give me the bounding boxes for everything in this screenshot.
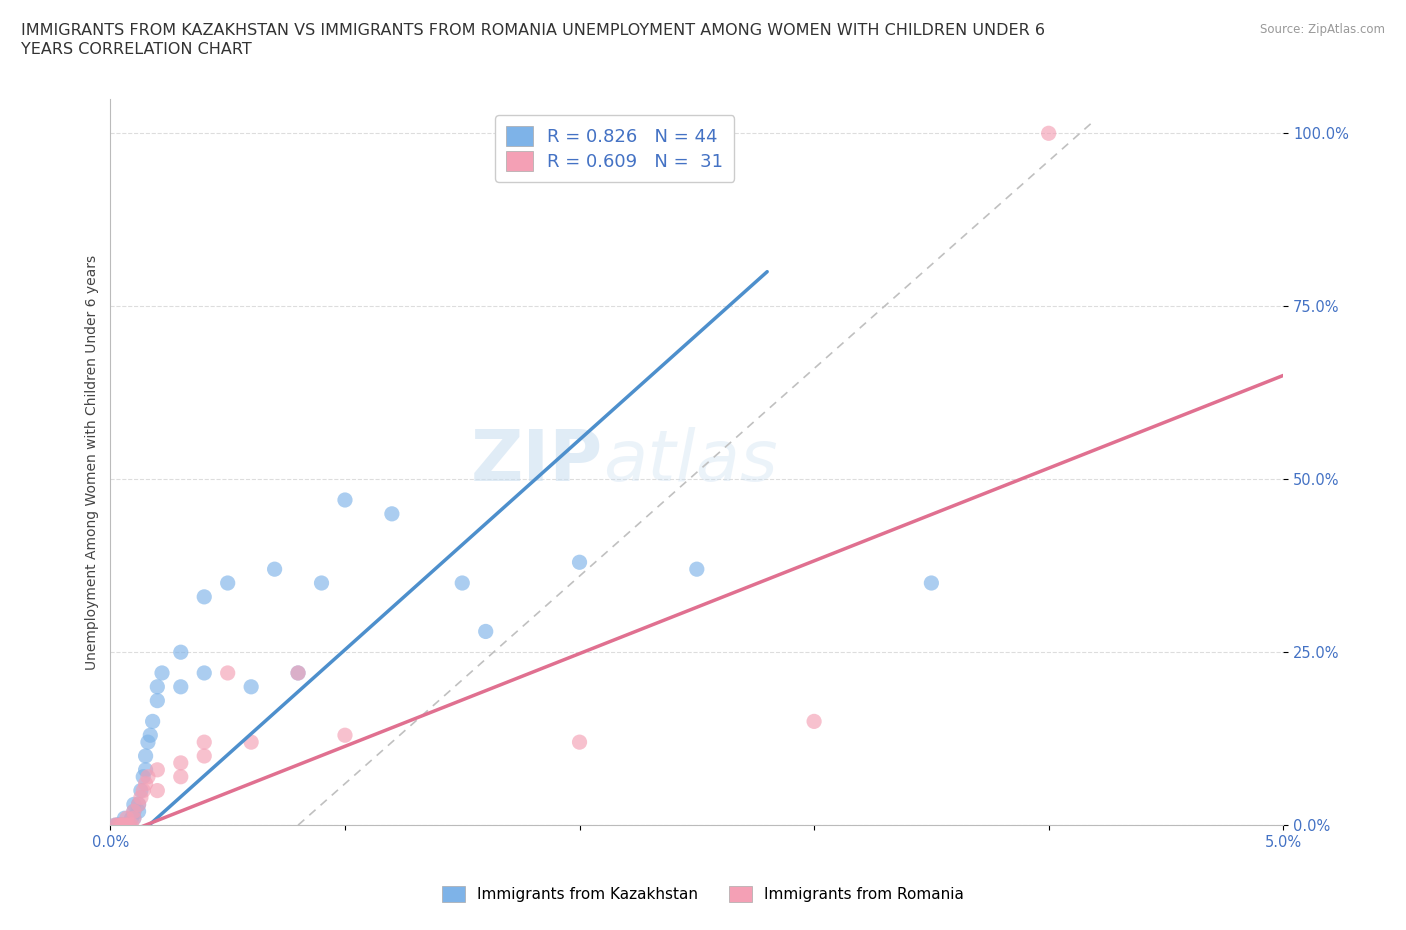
Point [115, 817, 138, 832]
Point [111, 817, 134, 832]
Text: atlas: atlas [603, 428, 778, 497]
Point [136, 769, 159, 784]
Point [132, 769, 155, 784]
Point [217, 576, 239, 591]
Point [170, 769, 193, 784]
Point [118, 817, 141, 832]
Point [920, 576, 942, 591]
Point [139, 728, 162, 743]
Point [263, 562, 285, 577]
Text: IMMIGRANTS FROM KAZAKHSTAN VS IMMIGRANTS FROM ROMANIA UNEMPLOYMENT AMONG WOMEN W: IMMIGRANTS FROM KAZAKHSTAN VS IMMIGRANTS… [21, 23, 1045, 38]
Point [311, 576, 333, 591]
Point [107, 817, 129, 832]
Point [240, 735, 263, 750]
Point [287, 666, 309, 681]
Point [108, 817, 131, 832]
Point [150, 666, 173, 681]
Point [114, 811, 136, 826]
Point [122, 804, 145, 818]
Point [115, 817, 138, 832]
Point [129, 790, 152, 805]
Point [170, 755, 193, 770]
Point [135, 749, 157, 764]
Point [128, 797, 150, 812]
Point [146, 763, 169, 777]
Point [128, 797, 150, 812]
Point [568, 555, 591, 570]
Point [122, 804, 145, 818]
Point [111, 817, 134, 832]
Point [108, 817, 131, 832]
Point [686, 562, 709, 577]
Point [136, 735, 159, 750]
Point [1038, 126, 1060, 140]
Point [568, 735, 591, 750]
Point [114, 817, 136, 832]
Point [111, 817, 134, 832]
Point [146, 679, 169, 694]
Legend: Immigrants from Kazakhstan, Immigrants from Romania: Immigrants from Kazakhstan, Immigrants f… [436, 880, 970, 909]
Point [193, 735, 215, 750]
Point [193, 666, 215, 681]
Point [104, 817, 127, 832]
Text: YEARS CORRELATION CHART: YEARS CORRELATION CHART [21, 42, 252, 57]
Point [333, 728, 356, 743]
Point [474, 624, 496, 639]
Text: Source: ZipAtlas.com: Source: ZipAtlas.com [1260, 23, 1385, 36]
Legend: R = 0.826   N = 44, R = 0.609   N =  31: R = 0.826 N = 44, R = 0.609 N = 31 [495, 115, 734, 182]
Point [193, 590, 215, 604]
Point [240, 679, 263, 694]
Point [142, 714, 165, 729]
Point [381, 507, 404, 522]
Point [135, 763, 157, 777]
Point [217, 666, 239, 681]
Point [333, 493, 356, 508]
Point [115, 811, 138, 826]
Point [111, 817, 134, 832]
Point [121, 811, 143, 826]
Point [170, 644, 193, 659]
Point [122, 797, 145, 812]
Point [146, 693, 169, 708]
Point [121, 817, 143, 832]
Point [135, 777, 157, 791]
Point [193, 749, 215, 764]
Point [146, 783, 169, 798]
Point [104, 817, 127, 832]
Point [287, 666, 309, 681]
Point [803, 714, 825, 729]
Point [122, 811, 145, 826]
Point [170, 679, 193, 694]
Y-axis label: Unemployment Among Women with Children Under 6 years: Unemployment Among Women with Children U… [86, 255, 100, 670]
Point [129, 783, 152, 798]
Point [114, 817, 136, 832]
Text: ZIP: ZIP [471, 428, 603, 497]
Point [115, 817, 138, 832]
Point [132, 783, 155, 798]
Point [107, 817, 129, 832]
Point [107, 817, 129, 832]
Point [122, 811, 145, 826]
Point [114, 817, 136, 832]
Point [118, 817, 141, 832]
Point [118, 817, 141, 832]
Point [451, 576, 474, 591]
Point [128, 804, 150, 818]
